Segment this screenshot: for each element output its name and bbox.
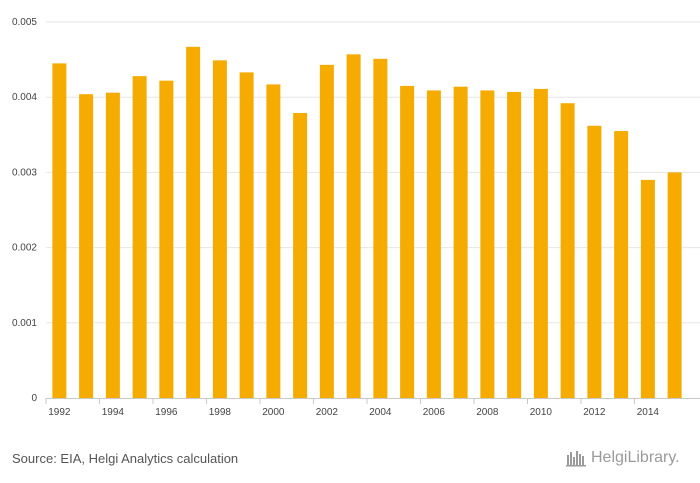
x-tick-label: 2008: [476, 407, 499, 418]
bar-1994[interactable]: [105, 92, 120, 399]
y-tick-label: 0.005: [12, 17, 37, 28]
bar-2013[interactable]: [614, 131, 629, 399]
x-tick-label: 2002: [316, 407, 339, 418]
bar-1993[interactable]: [79, 94, 94, 398]
x-tick-label: 2012: [583, 407, 606, 418]
y-axis: 0 0.001 0.002 0.003 0.004 0.005: [12, 17, 37, 404]
helgi-library-logo[interactable]: HelgiLibrary.: [566, 449, 680, 467]
bar-2006[interactable]: [426, 90, 441, 398]
bar-1995[interactable]: [132, 76, 147, 399]
bar-2008[interactable]: [480, 90, 495, 398]
bar-2007[interactable]: [453, 86, 468, 398]
y-tick-label: 0.003: [12, 167, 37, 178]
bar-2004[interactable]: [373, 58, 388, 399]
x-axis: 1992 1994 1996 1998 2000 2002 2004 2006 2008 2010…: [45, 398, 660, 418]
y-tick-label: 0.004: [12, 92, 37, 103]
x-tick-label: 1996: [155, 407, 178, 418]
bar-2012[interactable]: [587, 125, 602, 398]
bar-1997[interactable]: [186, 46, 201, 398]
bar-2001[interactable]: [293, 112, 308, 398]
bar-2009[interactable]: [507, 91, 522, 398]
bar-1996[interactable]: [159, 80, 174, 398]
bar-1999[interactable]: [239, 72, 254, 398]
x-tick-label: 2000: [262, 407, 285, 418]
logo-text: HelgiLibrary.: [591, 449, 680, 466]
x-tick-label: 1992: [48, 407, 71, 418]
x-tick-label: 2014: [637, 407, 660, 418]
bar-2000[interactable]: [266, 84, 281, 398]
bar-2010[interactable]: [533, 88, 548, 398]
bar-series: [52, 46, 682, 399]
bar-2005[interactable]: [400, 85, 415, 399]
x-tick-label: 1994: [102, 407, 125, 418]
source-note: Source: EIA, Helgi Analytics calculation: [12, 451, 239, 466]
bar-2002[interactable]: [319, 64, 334, 398]
bar-2014[interactable]: [640, 179, 655, 398]
y-tick-label: 0.002: [12, 243, 37, 254]
y-tick-label: 0.001: [12, 318, 37, 329]
x-tick-label: 2006: [423, 407, 446, 418]
library-icon: [566, 451, 586, 467]
x-tick-label: 2004: [369, 407, 392, 418]
y-tick-label: 0: [31, 393, 37, 404]
bar-2015[interactable]: [667, 172, 682, 398]
bar-2003[interactable]: [346, 54, 361, 398]
x-tick-label: 2010: [530, 407, 553, 418]
x-tick-label: 1998: [209, 407, 232, 418]
bar-1992[interactable]: [52, 63, 67, 399]
bar-2011[interactable]: [560, 103, 575, 398]
bar-1998[interactable]: [212, 60, 227, 399]
